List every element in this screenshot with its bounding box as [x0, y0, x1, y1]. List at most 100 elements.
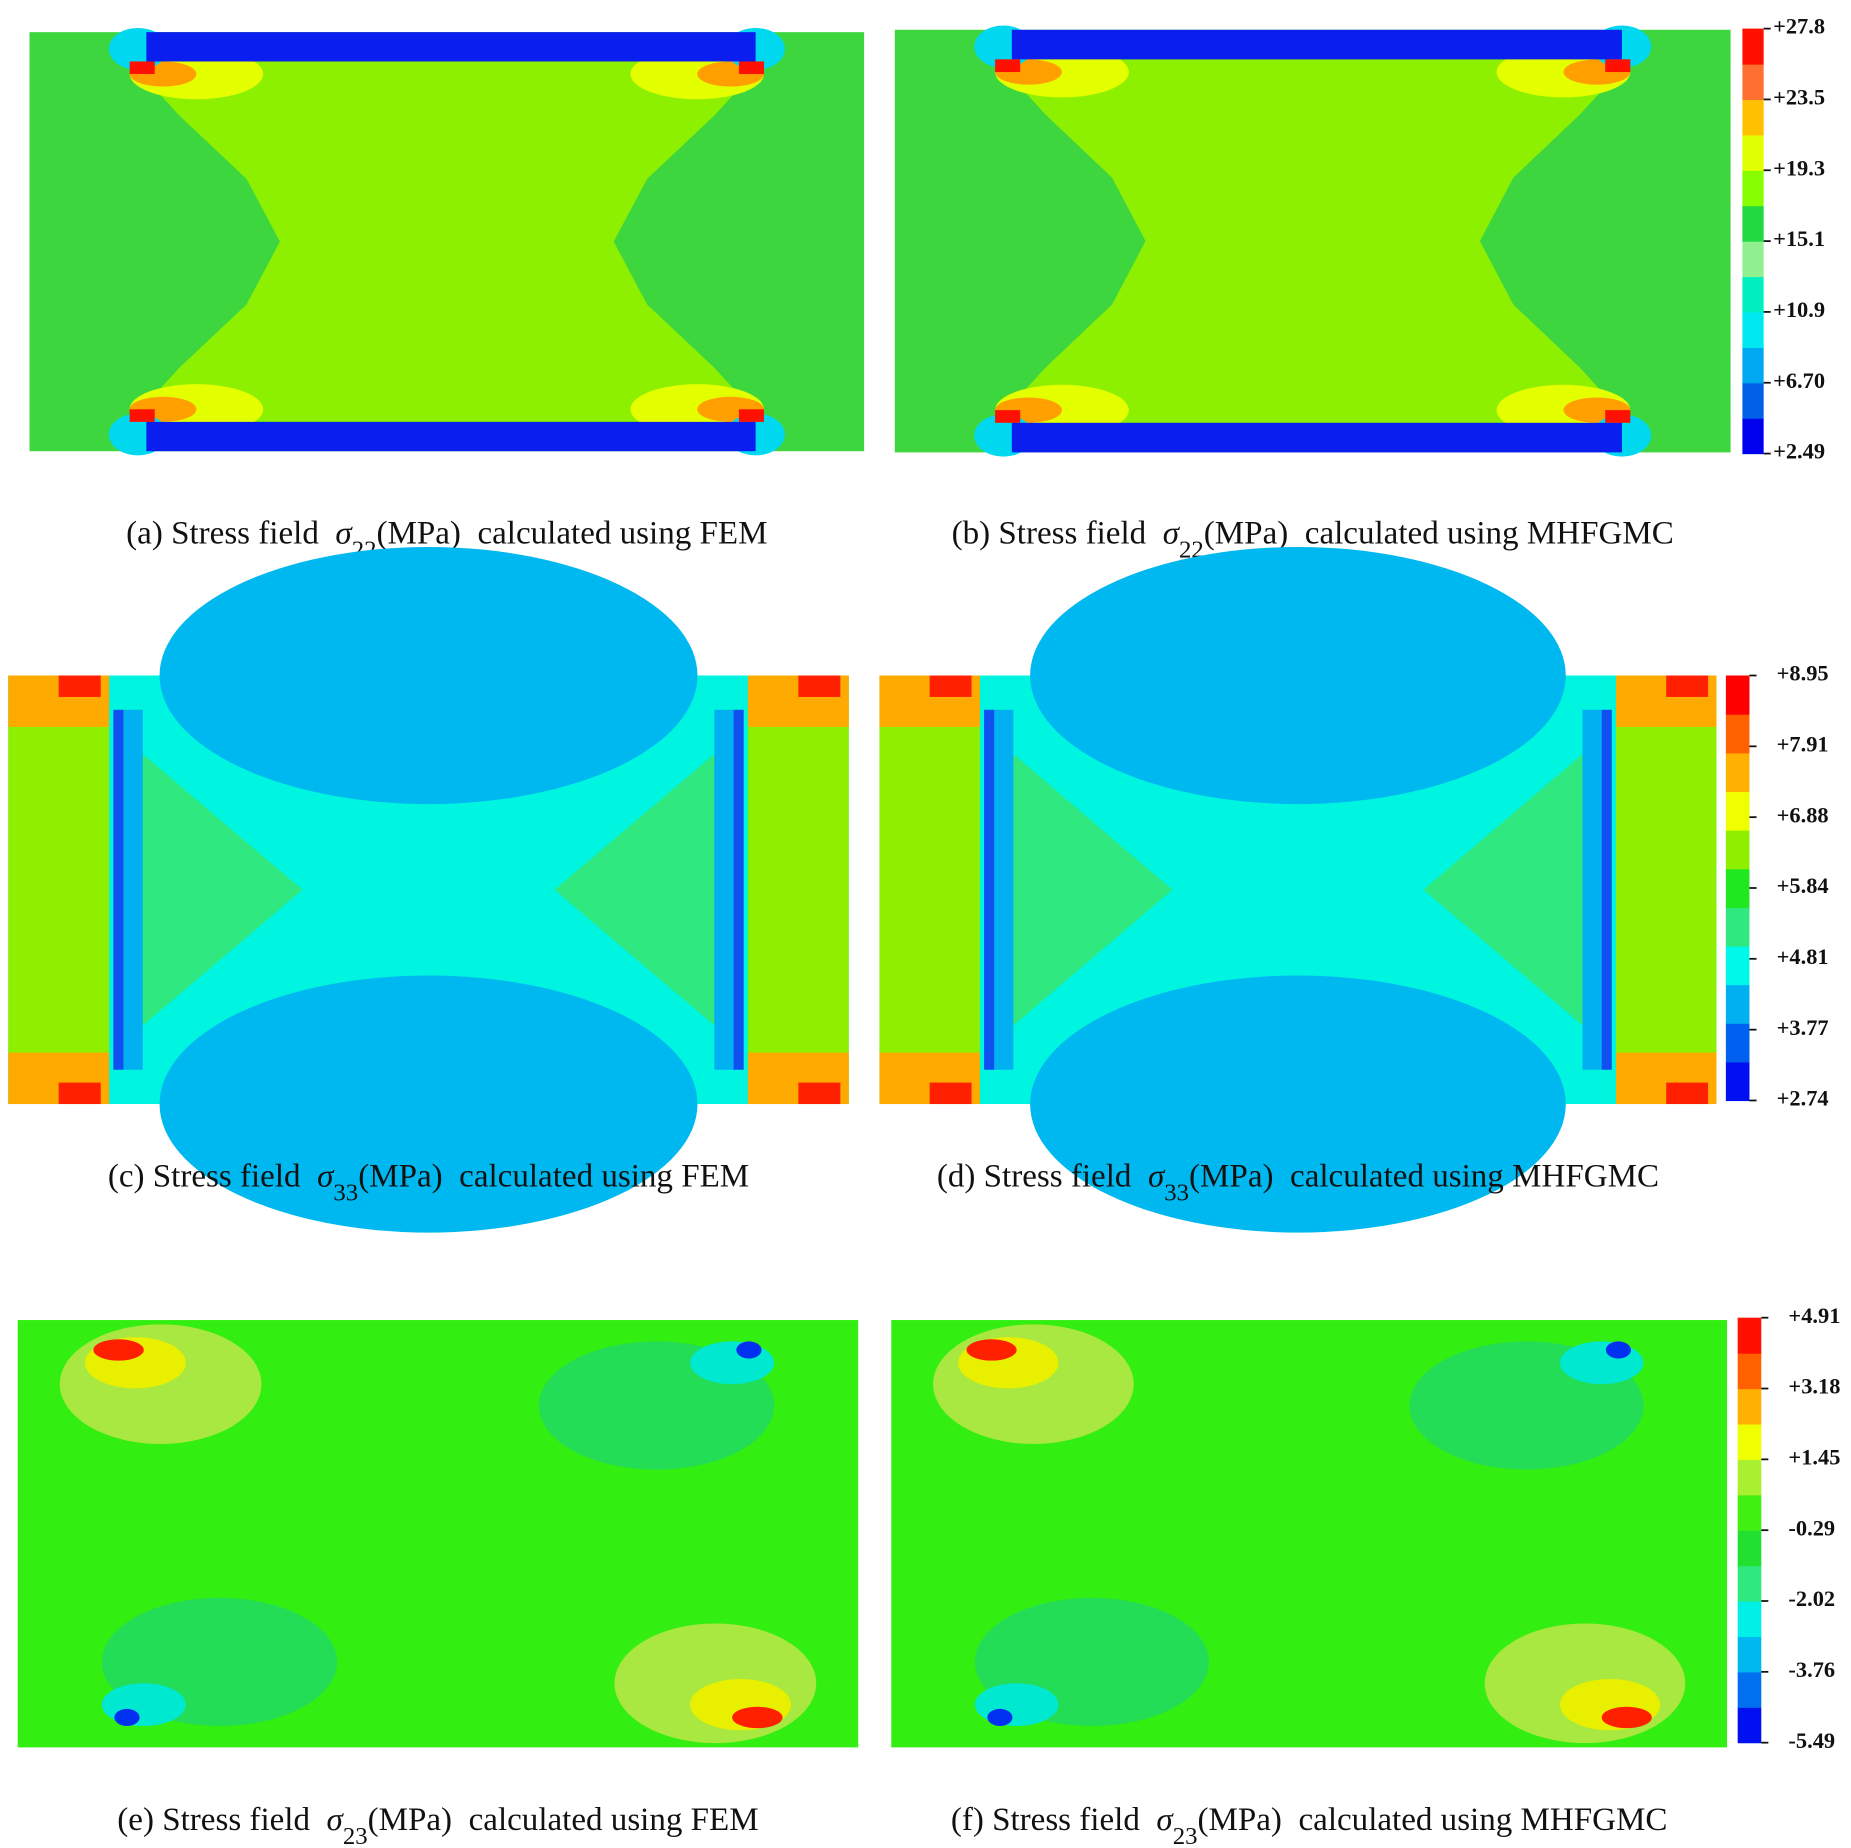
colorbar-label: +1.45	[1788, 1444, 1840, 1469]
colorbar-label: +7.91	[1777, 731, 1829, 756]
contour	[738, 409, 764, 422]
panel-caption: (c) Stress field σ33(MPa) calculated using…	[108, 1159, 749, 1207]
colorbar-band	[1737, 1388, 1762, 1425]
contour	[129, 409, 155, 422]
contour	[1615, 675, 1717, 1105]
contour	[992, 709, 1014, 1070]
contour	[738, 61, 764, 75]
colorbar-band	[1737, 1494, 1762, 1531]
caption-subscript: 33	[333, 1179, 358, 1206]
colorbar-band	[1742, 418, 1764, 455]
caption-method: calculated using FEM	[469, 1802, 759, 1838]
caption-symbol: σ	[1156, 1802, 1174, 1838]
caption-method: calculated using MHFGMC	[1305, 515, 1674, 551]
colorbar-label: +10.9	[1773, 297, 1825, 322]
contour	[798, 1082, 841, 1105]
contour	[1605, 410, 1631, 423]
colorbar-band	[1725, 1061, 1750, 1102]
contour	[1666, 675, 1709, 697]
colorbar-label: +15.1	[1773, 226, 1825, 251]
colorbar-band	[1725, 714, 1750, 754]
contour	[101, 1683, 186, 1727]
colorbar-band	[1737, 1353, 1762, 1390]
contour-plot	[8, 546, 849, 1233]
contour	[1601, 709, 1612, 1070]
colorbar-label: +4.81	[1777, 944, 1829, 969]
contour	[1423, 739, 1600, 1040]
contour-plot	[879, 546, 1717, 1233]
colorbar-band	[1725, 1023, 1750, 1063]
colorbar-label: +19.3	[1773, 155, 1825, 180]
colorbar-band	[1725, 945, 1750, 986]
caption-label: (d) Stress field	[937, 1159, 1132, 1195]
contour	[798, 675, 841, 697]
contour	[929, 675, 972, 697]
contour	[714, 709, 736, 1070]
contour	[1605, 1341, 1631, 1359]
contour	[996, 739, 1173, 1040]
contour	[1666, 1082, 1709, 1105]
panel-caption: (e) Stress field σ23(MPa) calculated using…	[117, 1802, 758, 1848]
contour	[747, 675, 849, 1105]
caption-unit: (MPa)	[1189, 1159, 1273, 1195]
contour	[1030, 546, 1566, 805]
contour	[146, 32, 756, 62]
contour	[93, 1339, 144, 1361]
colorbar-band	[1725, 675, 1750, 715]
panel-caption: (a) Stress field σ22(MPa) calculated using…	[126, 515, 767, 563]
contour	[58, 1082, 101, 1105]
caption-method: calculated using FEM	[477, 515, 767, 551]
contour	[995, 59, 1631, 423]
colorbar-band	[1737, 1423, 1762, 1460]
colorbar-label: +6.88	[1777, 802, 1829, 827]
caption-label: (f) Stress field	[951, 1802, 1141, 1838]
contour-plot	[894, 25, 1731, 457]
contour	[879, 675, 980, 1105]
contour	[125, 739, 303, 1040]
colorbar-band	[1737, 1671, 1762, 1708]
contour	[146, 421, 756, 452]
contour	[58, 675, 101, 697]
caption-label: (c) Stress field	[108, 1159, 301, 1195]
panel-caption: (f) Stress field σ23(MPa) calculated using…	[951, 1802, 1668, 1848]
panel-caption: (d) Stress field σ33(MPa) calculated using…	[937, 1159, 1659, 1207]
contour	[1605, 59, 1631, 73]
contour-plot	[17, 1320, 859, 1748]
colorbar-band	[1742, 64, 1764, 101]
colorbar-label: -0.29	[1788, 1515, 1835, 1540]
colorbar-label: +2.74	[1777, 1086, 1829, 1111]
caption-unit: (MPa)	[1198, 1802, 1282, 1838]
contour	[8, 675, 110, 1105]
contour	[129, 61, 764, 422]
contour	[929, 1082, 972, 1105]
contour	[114, 1708, 140, 1727]
contour	[1011, 29, 1622, 60]
colorbar-band	[1737, 1707, 1762, 1744]
colorbar-band	[1742, 311, 1764, 348]
colorbar-band	[1725, 791, 1750, 831]
colorbar-band	[1742, 241, 1764, 278]
colorbar-band	[1742, 28, 1764, 65]
colorbar-label: +2.49	[1773, 439, 1825, 464]
caption-subscript: 23	[1173, 1823, 1198, 1848]
caption-method: calculated using FEM	[459, 1159, 749, 1195]
contour	[1030, 975, 1566, 1233]
colorbar-label: +3.77	[1777, 1015, 1829, 1040]
caption-symbol: σ	[317, 1159, 335, 1195]
contour	[113, 709, 124, 1070]
colorbar-label: -3.76	[1788, 1657, 1835, 1682]
contour	[995, 410, 1021, 423]
colorbar-label: +23.5	[1773, 85, 1825, 110]
colorbar-band	[1725, 868, 1750, 908]
colorbar-label: +8.95	[1777, 661, 1829, 686]
colorbar-label: +4.91	[1788, 1303, 1840, 1328]
contour	[974, 1683, 1059, 1727]
colorbar-label: +5.84	[1777, 873, 1829, 898]
caption-unit: (MPa)	[1204, 515, 1288, 551]
contour	[987, 1708, 1013, 1727]
caption-unit: (MPa)	[358, 1159, 442, 1195]
contour	[1011, 422, 1622, 453]
caption-symbol: σ	[1148, 1159, 1166, 1195]
